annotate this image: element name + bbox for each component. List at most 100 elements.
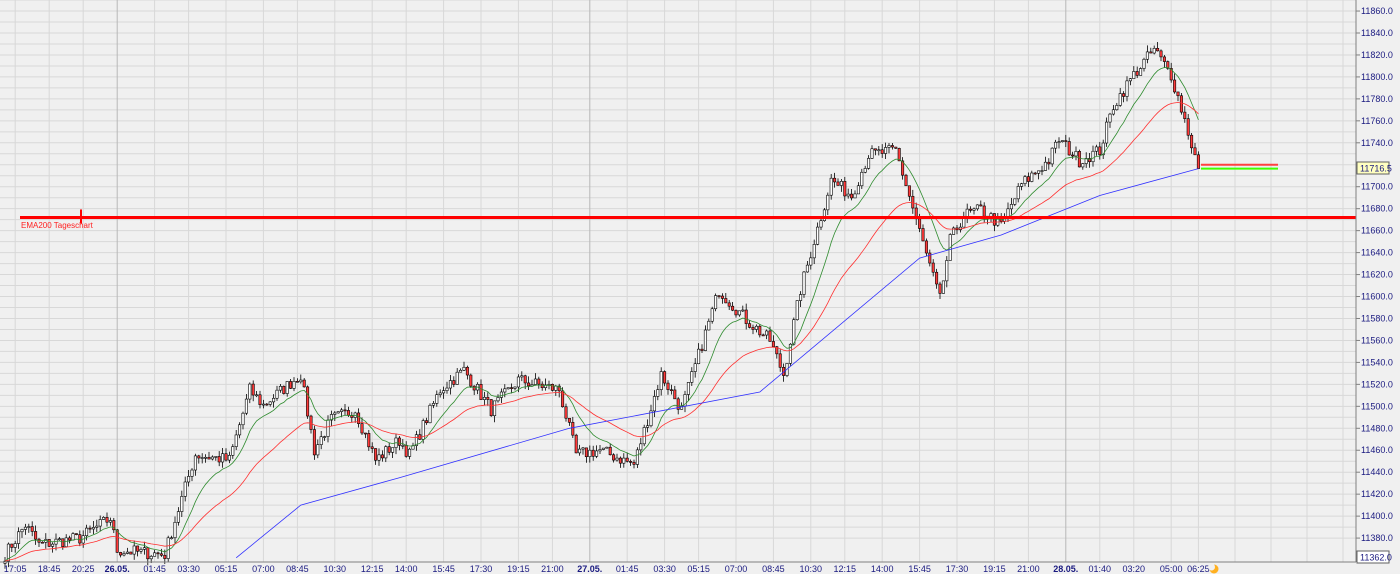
candle-up	[173, 521, 177, 539]
candle-up	[1118, 93, 1122, 106]
candle-down	[928, 252, 932, 264]
candle-down	[843, 181, 847, 197]
candle-up	[884, 147, 888, 154]
candle-up	[799, 294, 803, 301]
candle-up	[408, 448, 412, 457]
candle-up	[336, 411, 340, 414]
candle-up	[1142, 58, 1146, 69]
candle-down	[720, 295, 724, 299]
y-tick-label: 11680.0	[1361, 204, 1393, 214]
candle-down	[1186, 118, 1190, 136]
candle-up	[448, 380, 452, 389]
y-tick-label: 11480.0	[1361, 423, 1393, 433]
y-tick-label: 11760.0	[1361, 116, 1393, 126]
x-tick-label: 14:00	[871, 564, 894, 574]
candle-down	[34, 531, 38, 540]
candle-up	[187, 476, 191, 483]
x-tick-label: 07:00	[252, 564, 275, 574]
candle-up	[71, 533, 75, 541]
candle-up	[57, 538, 61, 541]
candle-up	[1139, 68, 1143, 76]
min-price-badge: 11362.0	[1356, 550, 1392, 564]
candle-down	[343, 409, 347, 412]
candle-down	[224, 453, 228, 461]
candle-down	[1122, 93, 1126, 97]
candle-down	[571, 422, 575, 436]
candle-up	[248, 383, 252, 400]
candle-down	[761, 334, 765, 337]
candle-up	[333, 412, 337, 415]
candle-down	[105, 517, 109, 523]
candle-up	[98, 519, 102, 527]
candle-down	[1179, 95, 1183, 113]
candle-up	[765, 330, 769, 336]
candle-up	[326, 419, 330, 437]
candle-down	[550, 383, 554, 391]
x-tick-label: 05:00	[1160, 564, 1183, 574]
y-tick-label: 11420.0	[1361, 489, 1393, 499]
candle-down	[629, 461, 633, 463]
candle-up	[1105, 121, 1109, 144]
candle-down	[676, 398, 680, 410]
y-tick-label: 11700.0	[1361, 182, 1393, 192]
candle-up	[102, 517, 106, 520]
y-tick-label: 11400.0	[1361, 511, 1393, 521]
candle-up	[149, 555, 153, 560]
candle-down	[1166, 61, 1170, 69]
candle-down	[146, 547, 150, 560]
candle-up	[839, 181, 843, 186]
candle-down	[897, 148, 901, 162]
candle-up	[435, 394, 439, 404]
candle-up	[578, 448, 582, 454]
candle-up	[1006, 208, 1010, 217]
candle-down	[425, 420, 429, 424]
candle-up	[1094, 146, 1098, 152]
candle-up	[292, 380, 296, 389]
candle-down	[360, 423, 364, 434]
x-tick-label: 01:45	[616, 564, 639, 574]
candle-up	[1074, 151, 1078, 157]
x-tick-label: 01:45	[143, 564, 166, 574]
candle-up	[462, 366, 466, 371]
candle-up	[227, 455, 231, 461]
candle-up	[316, 444, 320, 456]
candle-down	[197, 455, 201, 459]
candle-up	[802, 271, 806, 295]
candle-down	[907, 185, 911, 197]
candle-up	[340, 409, 344, 412]
candle-up	[1023, 176, 1027, 184]
candle-down	[632, 461, 636, 465]
y-tick-label: 11540.0	[1361, 357, 1393, 367]
candle-down	[465, 366, 469, 376]
candle-up	[1013, 198, 1017, 205]
candle-down	[1176, 91, 1180, 97]
x-tick-label: 15:45	[432, 564, 455, 574]
candle-up	[91, 527, 95, 530]
candle-up	[737, 310, 741, 316]
candle-up	[1020, 183, 1024, 187]
indicators	[4, 67, 1199, 562]
candle-up	[493, 400, 497, 417]
candle-up	[1108, 113, 1112, 123]
x-tick-label: 27.05.	[577, 564, 602, 574]
candle-down	[61, 538, 65, 548]
x-tick-label: 12:15	[834, 564, 857, 574]
candle-down	[527, 382, 531, 387]
candle-down	[904, 174, 908, 187]
x-tick-label: 03:30	[177, 564, 200, 574]
candle-up	[421, 420, 425, 440]
candle-up	[180, 496, 184, 512]
candle-down	[969, 208, 973, 211]
candle-up	[170, 537, 174, 540]
candle-down	[159, 553, 163, 556]
candle-down	[486, 396, 490, 400]
candle-up	[690, 371, 694, 383]
levels	[20, 163, 1356, 224]
candle-down	[10, 543, 14, 548]
candle-up	[792, 319, 796, 345]
candle-down	[564, 406, 568, 419]
x-tick-label: 14:00	[395, 564, 418, 574]
candle-down	[979, 204, 983, 207]
candle-down	[251, 383, 255, 396]
